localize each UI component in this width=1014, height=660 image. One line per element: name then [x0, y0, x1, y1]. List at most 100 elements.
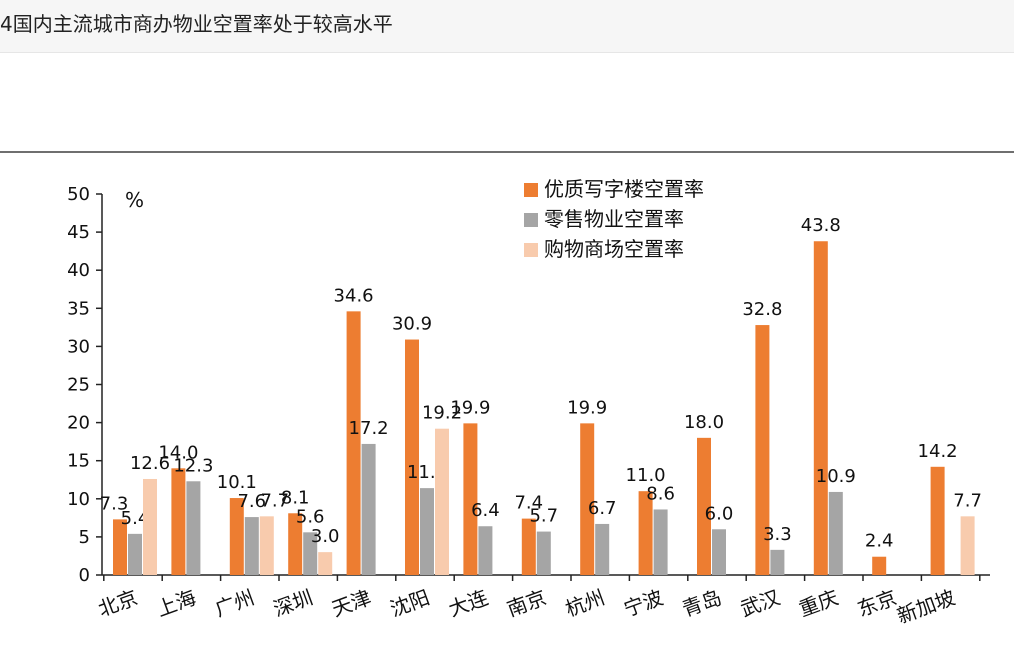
bar: [244, 517, 259, 575]
divider-line: [0, 151, 1014, 153]
data-label: 10.1: [217, 472, 257, 493]
bar: [346, 311, 361, 575]
data-label: 19.2: [422, 403, 462, 424]
x-category-label: 沈阳: [387, 585, 433, 621]
bar: [653, 509, 668, 575]
bar: [113, 519, 127, 575]
data-label: 10.9: [816, 466, 856, 487]
data-label: 14.2: [918, 441, 958, 462]
y-tick-label: 40: [67, 260, 90, 281]
y-tick-label: 0: [79, 565, 90, 586]
bar: [259, 516, 274, 575]
data-label: 7.3: [100, 493, 129, 514]
y-tick-label: 30: [67, 336, 90, 357]
legend-swatch: [524, 183, 538, 197]
data-label: 8.6: [646, 483, 675, 504]
x-category-label: 深圳: [270, 585, 316, 621]
bar: [580, 423, 595, 575]
x-category-label: 杭州: [562, 585, 608, 621]
x-category-label: 东京: [854, 585, 900, 621]
x-category-label: 天津: [329, 585, 375, 621]
legend-label: 零售物业空置率: [544, 207, 684, 231]
data-label: 18.0: [684, 412, 724, 433]
bar: [595, 523, 610, 575]
legend-swatch: [524, 243, 538, 257]
y-tick-label: 20: [67, 413, 90, 434]
y-tick-label: 10: [67, 489, 90, 510]
bar: [638, 491, 653, 575]
bar: [960, 516, 975, 575]
y-tick-label: 5: [79, 527, 90, 548]
bar: [405, 339, 419, 575]
bar: [478, 526, 493, 575]
x-category-label: 上海: [153, 585, 199, 621]
data-label: 5.4: [121, 508, 150, 529]
bar: [463, 423, 478, 575]
bar: [813, 241, 828, 575]
y-unit-label: %: [125, 188, 144, 212]
bar: [521, 518, 536, 575]
bar: [435, 428, 449, 575]
data-label: 19.9: [567, 397, 607, 418]
data-label: 11.0: [626, 465, 666, 486]
data-label: 14.0: [158, 442, 198, 463]
x-category-label: 宁波: [621, 585, 667, 621]
data-label: 3.0: [311, 526, 340, 547]
bar: [770, 549, 785, 575]
bar: [755, 325, 770, 575]
data-label: 7.7: [260, 490, 289, 511]
data-label: 2.4: [865, 531, 894, 552]
bar: [536, 531, 551, 575]
x-category-label: 南京: [504, 585, 550, 621]
legend-label: 购物商场空置率: [544, 237, 684, 261]
bar: [128, 533, 142, 575]
data-label: 19.9: [450, 397, 490, 418]
data-label: 34.6: [334, 285, 374, 306]
bar: [288, 513, 303, 575]
data-label: 12.3: [173, 455, 213, 476]
bar: [712, 529, 726, 575]
data-label: 32.8: [742, 299, 782, 320]
data-label: 5.7: [529, 506, 558, 527]
bar: [303, 532, 318, 575]
data-label: 6.4: [471, 500, 500, 521]
bar: [361, 443, 376, 575]
bar: [318, 552, 333, 575]
data-label: 43.8: [801, 215, 841, 236]
x-category-label: 青岛: [679, 585, 725, 621]
data-label: 7.4: [514, 493, 543, 514]
legend-label: 优质写字楼空置率: [544, 177, 704, 201]
y-tick-label: 45: [67, 222, 90, 243]
data-label: 3.3: [763, 524, 792, 545]
header-bar: 4国内主流城市商办物业空置率处于较高水平: [0, 0, 1014, 53]
y-tick-label: 35: [67, 298, 90, 319]
data-label: 30.9: [392, 314, 432, 335]
data-label: 12.6: [130, 453, 170, 474]
bar: [872, 556, 887, 575]
data-label: 17.2: [349, 418, 389, 439]
data-label: 7.7: [953, 490, 982, 511]
bar: [186, 481, 201, 575]
x-category-label: 武汉: [737, 585, 783, 621]
bar: [420, 488, 434, 575]
bar: [828, 491, 843, 575]
y-tick-label: 25: [67, 375, 90, 396]
bar: [930, 466, 945, 575]
y-tick-label: 15: [67, 451, 90, 472]
x-category-label: 广州: [212, 585, 258, 621]
legend-swatch: [524, 213, 538, 227]
data-label: 5.6: [296, 506, 325, 527]
page-title: 4国内主流城市商办物业空置率处于较高水平: [0, 12, 393, 36]
x-category-label: 大连: [445, 585, 491, 621]
x-category-label: 新加坡: [894, 585, 959, 628]
data-label: 6.0: [705, 503, 734, 524]
bar: [229, 498, 244, 575]
data-label: 6.7: [588, 498, 617, 519]
bar: [697, 437, 711, 575]
bar: [143, 478, 157, 575]
y-tick-label: 50: [67, 184, 90, 205]
x-category-label: 北京: [95, 585, 141, 621]
data-label: 7.6: [237, 491, 266, 512]
data-label: 8.1: [281, 487, 310, 508]
